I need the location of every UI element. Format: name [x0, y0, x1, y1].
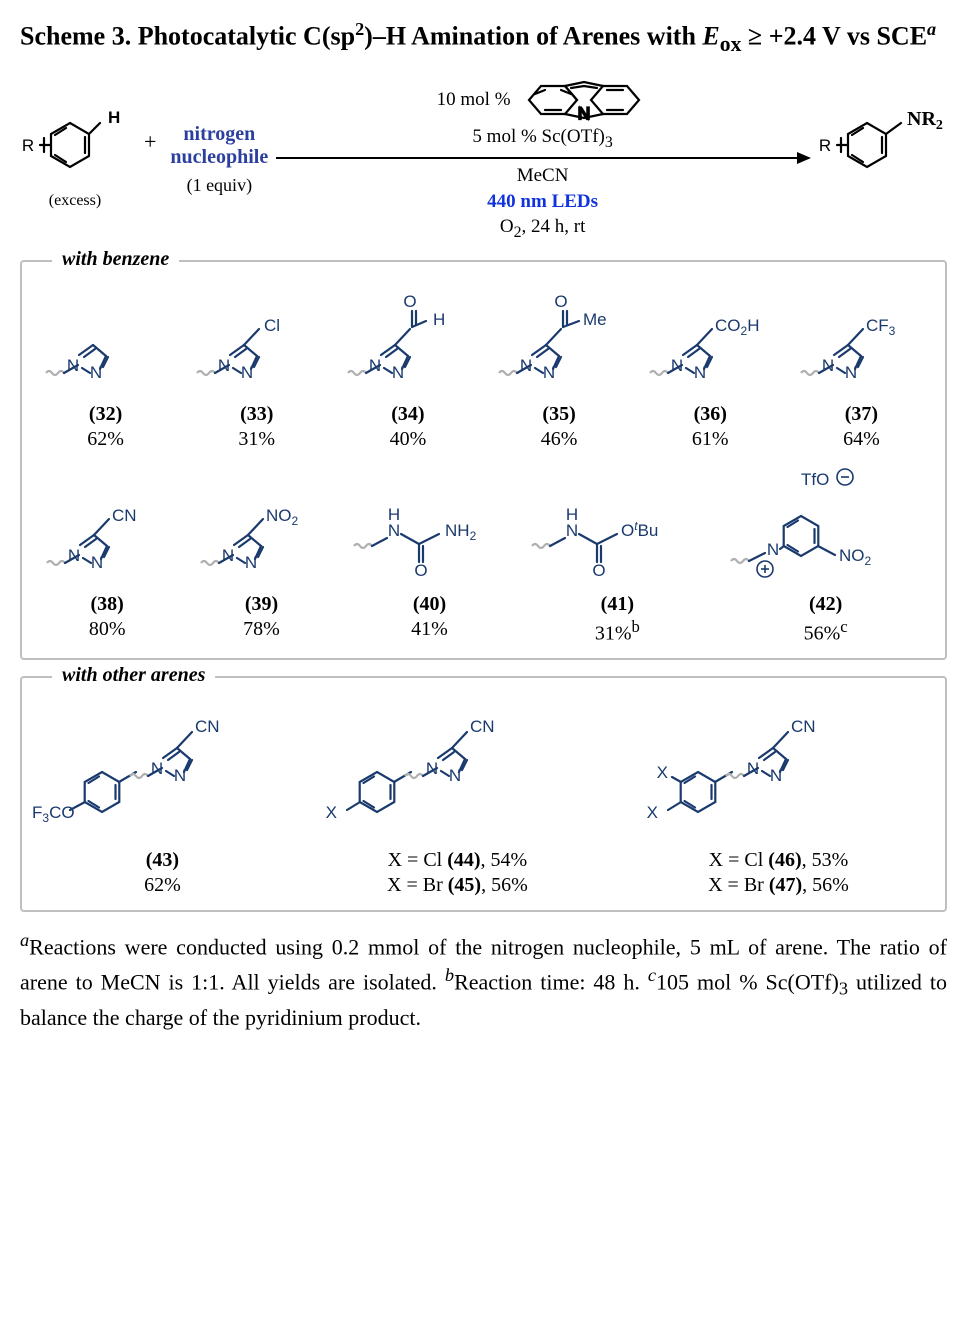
svg-text:NH2: NH2: [445, 521, 477, 543]
svg-text:CN: CN: [195, 717, 220, 736]
scope-entry: O H (34)40%: [334, 276, 481, 452]
svg-text:H: H: [433, 310, 445, 329]
svg-text:Cl: Cl: [264, 316, 280, 335]
svg-text:CN: CN: [112, 506, 137, 525]
svg-text:O: O: [554, 292, 567, 311]
footnote: aReactions were conducted using 0.2 mmol…: [20, 928, 947, 1033]
benzene-row1: (32)62% Cl (33)31% O: [32, 276, 935, 452]
scope-entry: O Me (35)46%: [486, 276, 633, 452]
scope-entry: X CN X = Cl (44), 54%X = Br (45), 56%: [301, 692, 614, 898]
scope-entry: CO2H (36)61%: [637, 276, 784, 452]
reaction-conditions: 10 mol % N: [276, 76, 809, 244]
svg-text:X: X: [657, 763, 668, 782]
svg-text:H: H: [388, 505, 400, 524]
svg-text:CN: CN: [791, 717, 816, 736]
scope-entry: TfO N NO2 (42)56%c: [716, 466, 935, 647]
svg-text:NO2: NO2: [266, 506, 299, 528]
scope-entry: CF3 (37)64%: [788, 276, 935, 452]
svg-text:NR2: NR2: [907, 109, 943, 133]
svg-text:R: R: [22, 136, 34, 155]
svg-text:O: O: [403, 292, 416, 311]
benzene-scope-box: with benzene (32)62% Cl (33)31%: [20, 260, 947, 661]
reaction-scheme: R H (excess) + nitrogennucleophile (1 eq…: [20, 76, 947, 244]
svg-text:O: O: [415, 561, 428, 580]
reactant-nucleophile: nitrogennucleophile (1 equiv): [170, 123, 268, 196]
scope-entry: N H O NH2 (40)41%: [341, 466, 519, 647]
product-arene: R NR2: [817, 109, 947, 210]
scope-entry: X X CN X = Cl (46), 53%X = Br (47), 56%: [622, 692, 935, 898]
svg-text:CN: CN: [470, 717, 495, 736]
benzene-row2: CN (38)80% NO2 (39)78% N H O: [32, 466, 935, 647]
scope-entry: CN (38)80%: [32, 466, 182, 647]
svg-text:O: O: [593, 561, 606, 580]
reactant-arene: R H (excess): [20, 109, 130, 210]
scope-entry: F3CO CN (43)62%: [32, 692, 293, 898]
svg-text:F3CO: F3CO: [32, 803, 75, 825]
svg-text:H: H: [566, 505, 578, 524]
svg-text:Me: Me: [583, 310, 607, 329]
plus-sign: +: [138, 129, 162, 191]
svg-text:CF3: CF3: [866, 316, 896, 338]
svg-text:N: N: [767, 540, 779, 559]
svg-text:X: X: [647, 803, 658, 822]
svg-text:X: X: [326, 803, 337, 822]
reactant-arene-label: (excess): [20, 192, 130, 210]
svg-text:CO2H: CO2H: [715, 316, 759, 338]
benzene-legend: with benzene: [52, 248, 179, 271]
svg-text:OtBu: OtBu: [621, 519, 658, 540]
svg-text:R: R: [819, 136, 831, 155]
scope-entry: N H O OtBu (41)31%b: [522, 466, 712, 647]
scope-entry: (32)62%: [32, 276, 179, 452]
arene-row: F3CO CN (43)62% X CN X = Cl (44), 54%X =…: [32, 692, 935, 898]
svg-text:NO2: NO2: [839, 546, 872, 568]
svg-text:TfO: TfO: [801, 470, 829, 489]
scope-entry: NO2 (39)78%: [186, 466, 336, 647]
scheme-title: Scheme 3. Photocatalytic C(sp2)–H Aminat…: [20, 18, 947, 58]
svg-text:N: N: [577, 104, 589, 123]
scope-entry: Cl (33)31%: [183, 276, 330, 452]
arene-scope-box: with other arenes F3CO CN (43)62% X: [20, 676, 947, 912]
arene-legend: with other arenes: [52, 664, 215, 687]
svg-text:H: H: [108, 109, 120, 127]
